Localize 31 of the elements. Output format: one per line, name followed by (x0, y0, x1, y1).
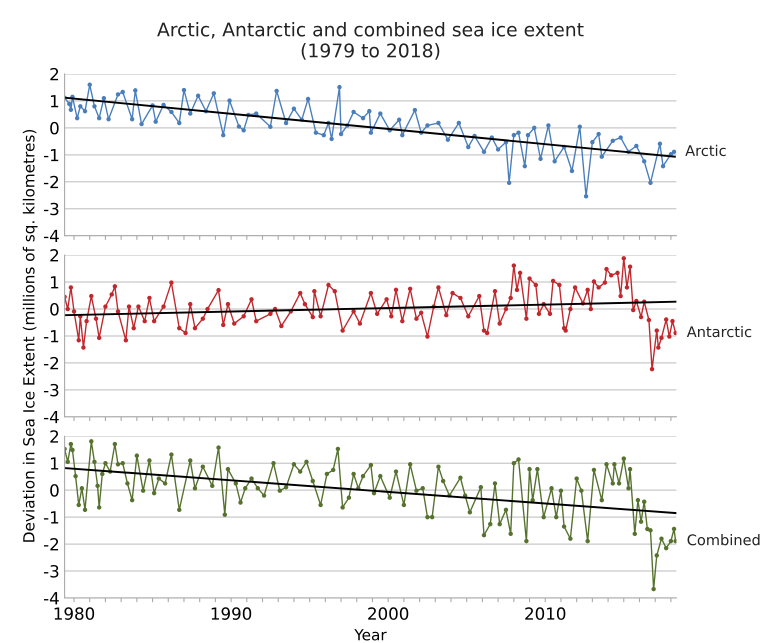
y-tick-label: 2 (50, 68, 58, 80)
y-tick-label: -2 (44, 356, 58, 370)
x-axis-title: Year (354, 629, 387, 641)
series-label: Combined (688, 534, 760, 546)
y-tick-label: 2 (50, 430, 58, 443)
y-tick-label: -3 (44, 384, 58, 396)
y-tick-label: -3 (44, 202, 58, 216)
chart-title: Arctic, Antarctic and combined sea ice extent (1979 to 2018) (157, 22, 584, 60)
y-tick-label: 0 (50, 484, 59, 497)
x-tick-label: 1990 (212, 607, 252, 620)
x-tick-label: 2000 (368, 607, 408, 620)
y-tick-label: -2 (44, 538, 58, 550)
y-tick-label: 0 (50, 122, 59, 134)
y-tick-label: -1 (44, 148, 58, 162)
x-tick-label: 1980 (54, 607, 94, 620)
series-label: Arctic (685, 144, 726, 156)
y-tick-label: 2 (50, 249, 58, 262)
y-tick-label: -3 (44, 564, 58, 578)
y-tick-label: -1 (44, 511, 58, 524)
y-tick-label: 1 (50, 457, 58, 470)
y-tick-label: -1 (44, 330, 58, 342)
x-tick-label: 2010 (525, 607, 566, 620)
y-tick-label: 1 (50, 276, 58, 288)
y-tick-label: 0 (50, 302, 59, 316)
series-label: Antarctic (686, 326, 752, 338)
y-tick-label: -4 (44, 411, 59, 424)
y-tick-label: 1 (50, 95, 58, 108)
y-tick-label: -2 (44, 176, 58, 188)
y-tick-label: -4 (44, 230, 59, 242)
y-axis-title: Deviation in Sea Ice Extent (millions of sq. kilometres) (22, 130, 38, 542)
y-tick-label: -4 (44, 592, 59, 604)
